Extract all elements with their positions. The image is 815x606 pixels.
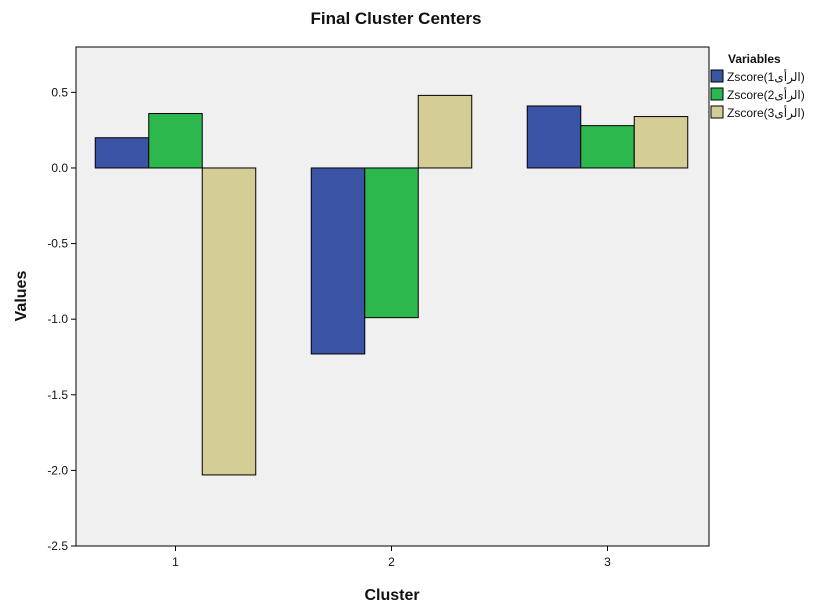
legend-swatch — [710, 105, 724, 119]
bar-cluster-1-series-3 — [201, 167, 257, 476]
legend-title: Variables — [728, 52, 781, 66]
bar-cluster-1-series-1 — [94, 137, 150, 169]
y-axis: -2.5 -2.0 -1.5 -1.0 -0.5 0.0 0.5 — [47, 85, 76, 553]
x-axis: 1 2 3 — [172, 546, 611, 569]
legend-label: Zscore(3الرأى) — [727, 105, 805, 121]
x-axis-label: Cluster — [364, 587, 419, 604]
chart-title: Final Cluster Centers — [311, 9, 482, 28]
x-tick-label: 2 — [388, 555, 395, 569]
bar-cluster-2-series-3 — [417, 94, 473, 169]
y-axis-label: Values — [13, 271, 30, 322]
bar-cluster-2-series-2 — [364, 167, 419, 319]
legend-label: Zscore(2الرأى) — [727, 87, 805, 103]
bar-cluster-3-series-3 — [633, 116, 689, 169]
bars-group — [94, 94, 689, 476]
y-tick-label: -0.5 — [47, 237, 68, 251]
y-tick-label: -1.0 — [47, 312, 68, 326]
legend-label: Zscore(1الرأى) — [727, 69, 805, 85]
bar-cluster-3-series-1 — [526, 105, 582, 169]
y-tick-label: -2.0 — [47, 463, 68, 477]
legend: Variables Zscore(1الرأى) Zscore(2الرأى) Zs… — [710, 52, 805, 121]
x-tick-label: 1 — [172, 555, 179, 569]
y-tick-label: -2.5 — [47, 539, 68, 553]
bar-cluster-3-series-2 — [580, 125, 635, 169]
x-tick-label: 3 — [604, 555, 611, 569]
legend-swatch — [710, 69, 724, 83]
y-tick-label: -1.5 — [47, 388, 68, 402]
legend-swatch — [710, 87, 724, 101]
y-tick-label: 0.5 — [51, 85, 68, 99]
bar-cluster-1-series-2 — [148, 113, 203, 169]
bar-cluster-2-series-1 — [310, 167, 366, 355]
y-tick-label: 0.0 — [51, 161, 68, 175]
